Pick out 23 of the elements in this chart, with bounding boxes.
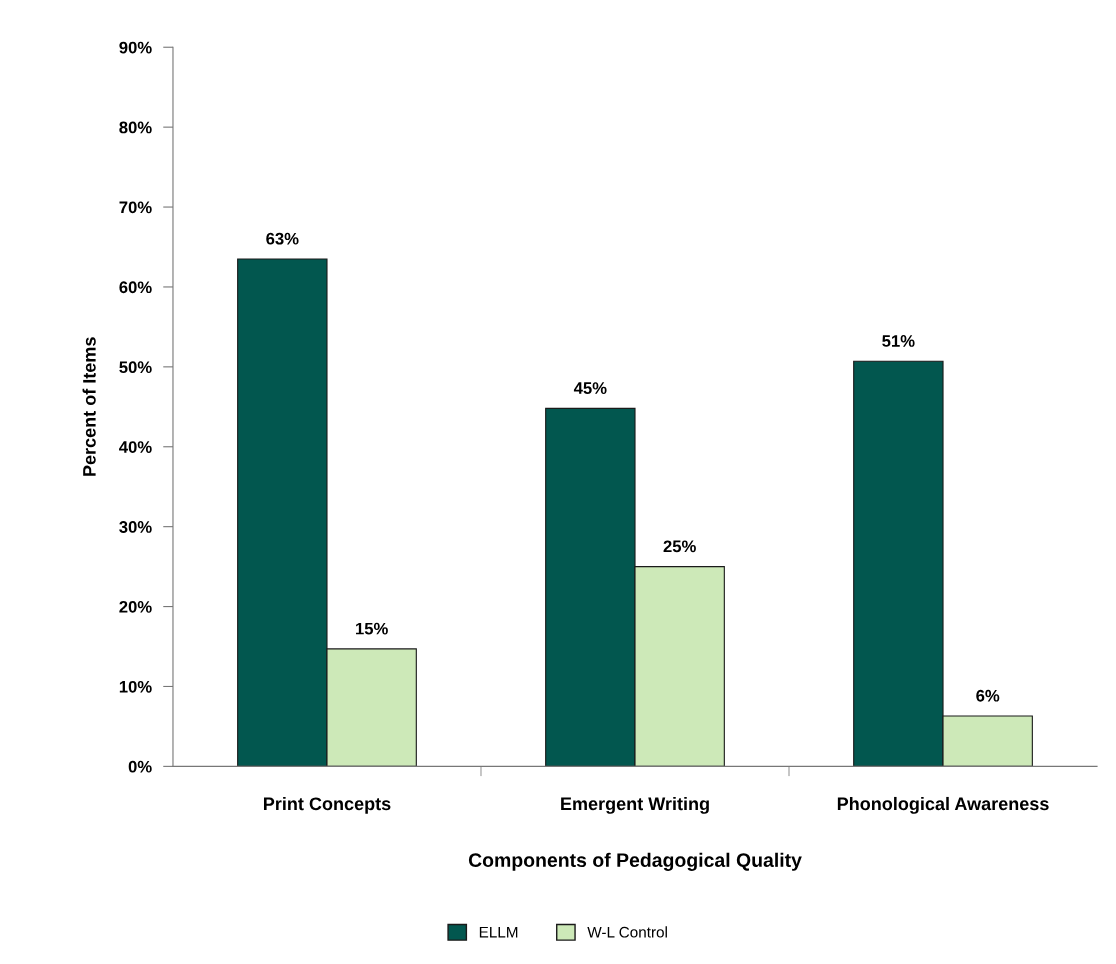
y-tick-label: 0% — [128, 760, 152, 773]
x-axis-title: Components of Pedagogical Quality — [468, 852, 802, 871]
legend-label: W-L Control — [587, 926, 667, 938]
y-tick-label: 60% — [119, 281, 152, 294]
x-tick-label: Phonological Awareness — [837, 796, 1049, 814]
legend-label: ELLM — [479, 926, 518, 938]
y-tick-label: 40% — [119, 441, 152, 453]
data-label: 15% — [356, 622, 388, 635]
y-tick-label: 20% — [119, 600, 152, 613]
data-label: 45% — [573, 382, 607, 394]
data-label: 6% — [976, 689, 1000, 702]
y-tick-label: 30% — [119, 521, 152, 533]
x-tick-label: Emergent Writing — [561, 796, 709, 814]
y-tick-label: 90% — [119, 41, 152, 54]
data-label: 51% — [882, 335, 915, 347]
y-tick-label: 70% — [119, 201, 152, 214]
y-tick-label: 50% — [119, 361, 152, 374]
y-axis-title: Percent of Items — [82, 337, 96, 476]
y-tick-label: 10% — [119, 680, 152, 693]
x-tick-label: Print Concepts — [264, 796, 391, 814]
y-tick-label: 80% — [119, 121, 152, 134]
data-label: 25% — [663, 540, 696, 553]
data-label: 63% — [266, 232, 299, 245]
